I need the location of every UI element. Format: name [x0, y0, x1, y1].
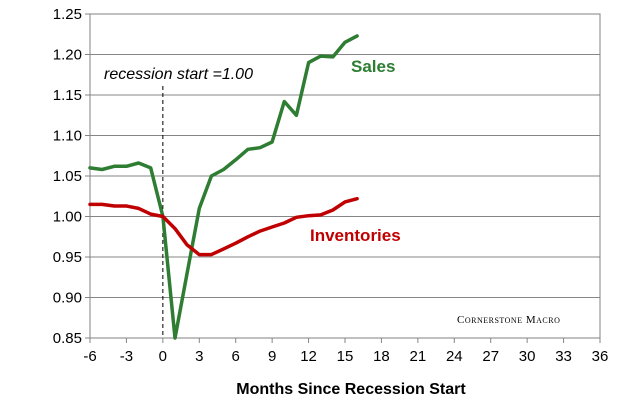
x-tick-label: 15 — [337, 348, 354, 365]
x-axis-title: Months Since Recession Start — [236, 381, 466, 398]
sales-line — [88, 34, 359, 340]
x-tick-label: 18 — [373, 348, 390, 365]
x-tick-label: 3 — [195, 348, 203, 365]
x-tick-label: 6 — [232, 348, 240, 365]
brand-watermark: Cornerstone Macro — [457, 314, 560, 326]
recession-start-annotation: recession start =1.00 — [104, 66, 253, 83]
y-tick-label: 0.90 — [53, 290, 82, 307]
y-axis: 0.85 0.90 0.95 1.00 1.05 1.10 1.15 1.20 1.25 — [53, 6, 90, 347]
x-tick-label: 27 — [482, 348, 499, 365]
x-axis: -6 -3 0 3 6 9 12 15 18 21 24 27 30 33 36 — [83, 338, 608, 365]
sales-series-label: Sales — [351, 57, 395, 76]
gridlines — [90, 13, 600, 339]
x-tick-label: 0 — [159, 348, 167, 365]
x-tick-label: 21 — [410, 348, 427, 365]
y-tick-label: 0.95 — [53, 249, 82, 266]
x-tick-label: 33 — [555, 348, 572, 365]
x-tick-label: 12 — [300, 348, 317, 365]
x-tick-label: 36 — [592, 348, 609, 365]
x-tick-label: 9 — [268, 348, 276, 365]
x-tick-label: -3 — [120, 348, 133, 365]
y-tick-label: 0.85 — [53, 330, 82, 347]
y-tick-label: 1.05 — [53, 168, 82, 185]
x-tick-label: 24 — [446, 348, 463, 365]
y-tick-label: 1.00 — [53, 209, 82, 226]
y-tick-label: 1.15 — [53, 87, 82, 104]
y-tick-label: 1.20 — [53, 47, 82, 64]
y-tick-label: 1.10 — [53, 128, 82, 145]
x-tick-label: 30 — [519, 348, 536, 365]
inventories-series-label: Inventories — [310, 226, 401, 245]
series-lines — [88, 34, 359, 340]
x-tick-label: -6 — [83, 348, 96, 365]
y-tick-label: 1.25 — [53, 6, 82, 23]
inventories-line — [88, 196, 359, 257]
